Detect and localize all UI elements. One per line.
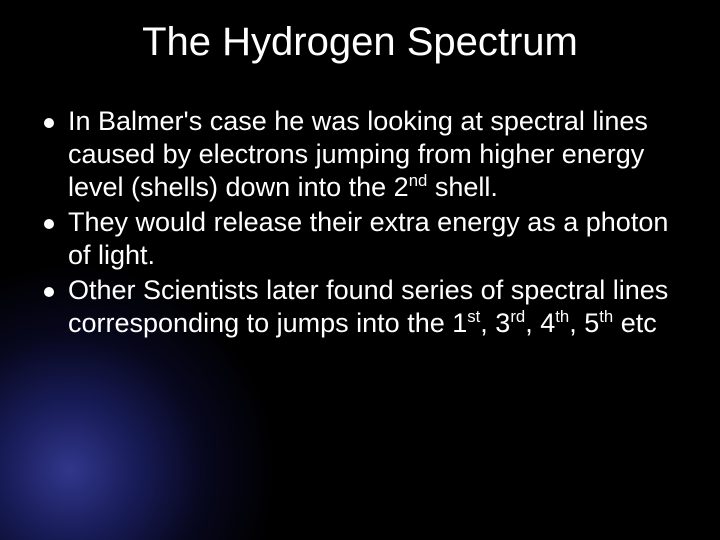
bullet-dot-icon — [44, 118, 54, 128]
bullet-dot-icon — [44, 219, 54, 229]
slide-title: The Hydrogen Spectrum — [0, 20, 720, 65]
bullet-item: In Balmer's case he was looking at spect… — [44, 105, 690, 204]
bullet-text: In Balmer's case he was looking at spect… — [68, 105, 690, 204]
slide: The Hydrogen Spectrum In Balmer's case h… — [0, 0, 720, 540]
bullet-item: They would release their extra energy as… — [44, 206, 690, 272]
slide-body: In Balmer's case he was looking at spect… — [44, 105, 690, 342]
bullet-text: They would release their extra energy as… — [68, 206, 690, 272]
bullet-dot-icon — [44, 287, 54, 297]
bullet-text: Other Scientists later found series of s… — [68, 274, 690, 340]
bullet-item: Other Scientists later found series of s… — [44, 274, 690, 340]
